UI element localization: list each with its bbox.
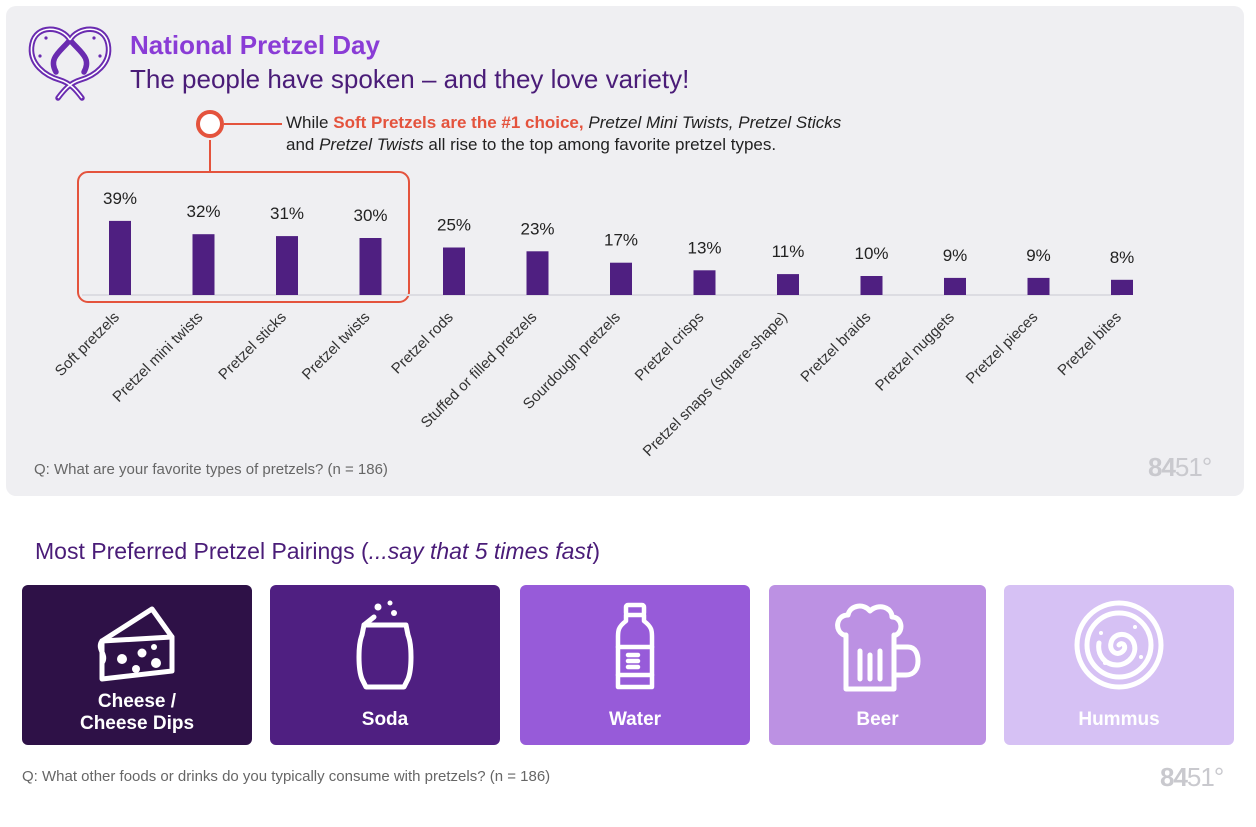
pairing-card-water: Water [520, 585, 750, 745]
pairing-card-cheese: Cheese / Cheese Dips [22, 585, 252, 745]
page-subtitle: The people have spoken – and they love v… [130, 64, 690, 94]
category-label-8: Pretzel snaps (square-shape) [640, 309, 791, 460]
brand-logo-bottom: 8451° [1160, 762, 1224, 793]
bar-5 [526, 251, 549, 295]
pairing-label-hummus: Hummus [1078, 709, 1160, 730]
callout-line2-pre: and [286, 135, 320, 154]
category-label-3: Pretzel twists [299, 309, 374, 384]
callout-item-3: Pretzel Twists [319, 135, 424, 154]
brand-part1-bottom: 84 [1160, 762, 1188, 792]
bar-value-label-12: 8% [1110, 248, 1135, 267]
hummus-bowl-icon [1074, 600, 1164, 690]
pairings-question: Q: What other foods or drinks do you typ… [22, 768, 551, 785]
water-bottle-icon [615, 602, 655, 690]
bar-8 [777, 274, 799, 295]
category-label-0: Soft pretzels [52, 309, 123, 380]
bar-value-label-11: 9% [1026, 246, 1051, 265]
callout-highlight: Soft Pretzels are the #1 choice, [333, 113, 584, 132]
bar-2 [276, 236, 298, 295]
pairings-title-post: ) [592, 538, 600, 564]
category-label-2: Pretzel sticks [215, 309, 290, 384]
category-label-7: Pretzel crisps [632, 309, 708, 385]
callout-marker [196, 110, 224, 138]
callout-item-2: Pretzel Sticks [738, 113, 842, 132]
bar-12 [1111, 279, 1133, 295]
pairing-label-soda: Soda [361, 709, 409, 730]
bar-value-label-2: 31% [270, 204, 304, 223]
callout-line2-post: all rise to the top among favorite pretz… [423, 135, 777, 154]
bar-0 [109, 220, 131, 295]
pairings-title-italic: ...say that 5 times fast [368, 538, 593, 564]
beer-mug-icon [834, 603, 920, 692]
brand-part2-bottom: 51° [1186, 762, 1224, 792]
brand-part1: 84 [1148, 452, 1176, 482]
bar-9 [860, 276, 883, 295]
category-label-4: Pretzel rods [388, 309, 457, 378]
callout-pre: While [286, 113, 334, 132]
bar-11 [1027, 277, 1050, 295]
bar-3 [359, 238, 382, 295]
pairing-label-cheese: Cheese / Cheese Dips [80, 691, 194, 735]
brand-part2: 51° [1174, 452, 1212, 482]
bar-1 [192, 234, 215, 295]
pairings-title: Most Preferred Pretzel Pairings (...say … [35, 538, 600, 565]
bar-value-label-0: 39% [103, 189, 137, 208]
pairing-label-cheese-line1: Cheese / [97, 691, 177, 712]
bar-value-label-5: 23% [520, 219, 554, 238]
bar-value-label-7: 13% [687, 238, 721, 257]
cheese-icon [97, 606, 175, 682]
soda-can-icon [356, 600, 414, 690]
bar-10 [944, 277, 966, 295]
bar-7 [693, 270, 716, 295]
category-label-9: Pretzel braids [797, 309, 874, 386]
category-label-10: Pretzel nuggets [872, 309, 958, 395]
pairing-label-water: Water [608, 709, 662, 730]
bar-4 [443, 247, 465, 295]
bar-value-label-9: 10% [854, 244, 888, 263]
pretzel-icon [28, 26, 112, 101]
callout-item-1: Pretzel Mini Twists, [588, 113, 734, 132]
page-title: National Pretzel Day [130, 30, 380, 60]
pairing-label-cheese-line2: Cheese Dips [79, 713, 195, 734]
category-label-1: Pretzel mini twists [109, 309, 206, 406]
brand-logo-top: 8451° [1148, 452, 1212, 483]
category-label-12: Pretzel bites [1054, 309, 1124, 379]
bar-value-label-6: 17% [604, 231, 638, 250]
chart-question: Q: What are your favorite types of pretz… [34, 461, 388, 478]
pairing-card-beer: Beer [769, 585, 986, 745]
pairings-title-pre: Most Preferred Pretzel Pairings ( [35, 538, 369, 564]
category-label-11: Pretzel pieces [963, 309, 1042, 388]
bar-value-label-8: 11% [772, 242, 805, 261]
highlight-box [77, 171, 410, 303]
bar-6 [610, 262, 632, 295]
bar-value-label-10: 9% [943, 246, 968, 265]
callout-text: While Soft Pretzels are the #1 choice, P… [286, 112, 986, 156]
bar-value-label-4: 25% [437, 216, 471, 235]
bar-value-label-1: 32% [186, 202, 220, 221]
pairing-card-hummus: Hummus [1004, 585, 1234, 745]
pairing-label-beer: Beer [856, 709, 899, 730]
bar-chart: 39% Soft pretzels 32% Pretzel mini twists 31… [52, 110, 1135, 460]
pairing-card-soda: Soda [270, 585, 500, 745]
bar-value-label-3: 30% [353, 206, 387, 225]
